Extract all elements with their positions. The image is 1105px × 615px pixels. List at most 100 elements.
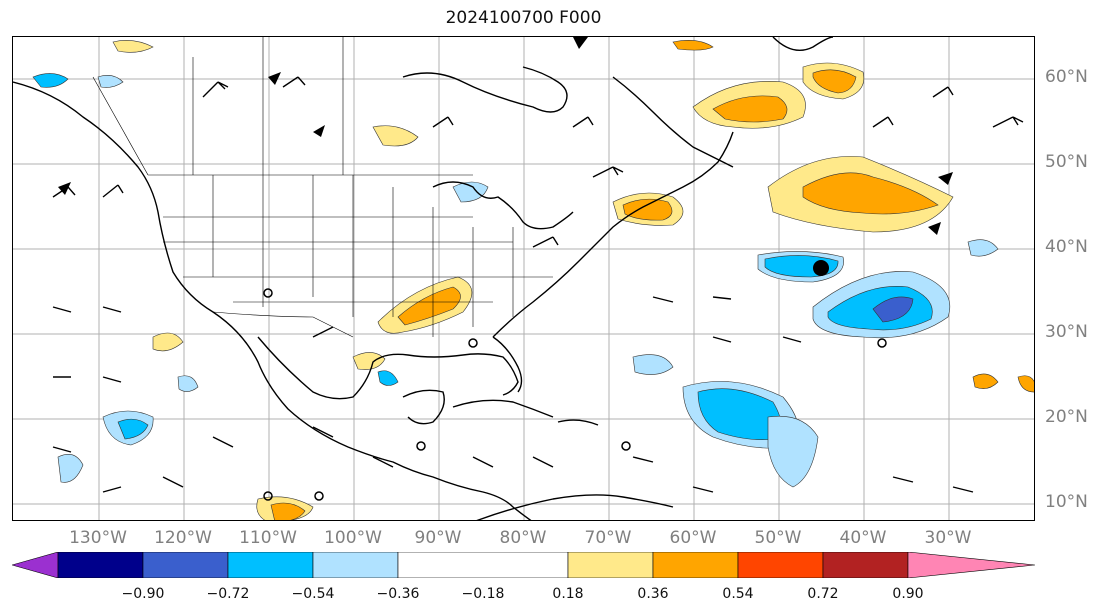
coastline-atlantic: [492, 131, 734, 338]
wind-barb: [572, 116, 594, 128]
coastline-hispaniola: [557, 419, 599, 426]
colorbar-tick-label: −0.54: [291, 586, 335, 602]
wind-barb: [102, 306, 122, 313]
lon-label-100w: 100°W: [324, 528, 382, 548]
calm-circle: [416, 441, 426, 451]
colorbar-tick-label: 0.54: [722, 586, 754, 602]
wind-barb: [712, 336, 732, 343]
wind-barb: [102, 184, 124, 198]
lat-label-60n: 60°N: [1045, 67, 1088, 87]
wind-barb: [282, 76, 306, 88]
wind-barb: [432, 116, 454, 128]
colorbar-tick-label: −0.90: [121, 586, 165, 602]
coastline-florida: [492, 336, 523, 393]
lon-label-50w: 50°W: [754, 528, 802, 548]
coastline-south-america: [476, 494, 674, 520]
colorbar: [10, 551, 1036, 579]
graticule: [13, 37, 1034, 520]
lat-label-10n: 10°N: [1045, 492, 1088, 512]
coastline-greenland: [772, 37, 834, 51]
map-panel: [12, 36, 1035, 521]
wind-barb: [102, 376, 122, 383]
wind-pennants: [58, 37, 953, 235]
colorbar-segment: [822, 551, 909, 579]
lat-label-30n: 30°N: [1045, 322, 1088, 342]
colorbar-svg: [10, 551, 1036, 579]
wind-barb: [782, 336, 802, 343]
wind-pennant: [313, 125, 325, 137]
wind-barb: [952, 486, 974, 493]
storm-center-marker: [813, 260, 829, 276]
wind-barb: [532, 456, 554, 468]
wind-barb: [932, 86, 954, 98]
wind-pennant: [928, 222, 941, 235]
colorbar-tick-label: −0.18: [461, 586, 505, 602]
lon-label-80w: 80°W: [499, 528, 547, 548]
wind-barb: [102, 486, 122, 493]
wind-pennant: [938, 172, 953, 185]
political-boundaries: [92, 37, 553, 338]
colorbar-segment: [567, 551, 654, 579]
coastlines: [13, 37, 834, 520]
colorbar-segment: [142, 551, 229, 579]
calm-circle: [877, 338, 887, 348]
lon-label-40w: 40°W: [839, 528, 887, 548]
colorbar-tick-label: −0.36: [376, 586, 420, 602]
wind-barb: [372, 456, 394, 468]
colorbar-extend-max: [907, 551, 1036, 579]
wind-pennant: [573, 37, 588, 49]
colorbar-segment: [737, 551, 824, 579]
wind-pennant: [268, 72, 281, 85]
wind-barb: [212, 436, 234, 448]
colorbar-segment: [397, 551, 569, 579]
coastline-labrador: [612, 76, 734, 168]
coastline-yucatan: [402, 389, 445, 425]
wind-barb: [892, 476, 914, 483]
wind-barb: [312, 326, 334, 338]
coastline-pacific-west: [13, 81, 532, 520]
wind-pennant: [58, 182, 71, 195]
lat-label-50n: 50°N: [1045, 152, 1088, 172]
lat-label-20n: 20°N: [1045, 407, 1088, 427]
wind-barb: [52, 306, 72, 313]
wind-barb: [312, 426, 334, 438]
wind-barb: [532, 236, 559, 248]
colorbar-tick-label: 0.72: [807, 586, 839, 602]
colorbar-tick-label: −0.72: [206, 586, 250, 602]
wind-barb: [872, 116, 894, 128]
colorbar-segment: [312, 551, 399, 579]
colorbar-segment: [652, 551, 739, 579]
wind-barb: [162, 476, 184, 488]
lon-label-130w: 130°W: [69, 528, 127, 548]
wind-barb: [592, 166, 624, 178]
lon-label-120w: 120°W: [154, 528, 212, 548]
calm-circle: [263, 491, 273, 501]
colorbar-segment: [227, 551, 314, 579]
colorbar-tick-label: 0.36: [637, 586, 669, 602]
calm-circle: [468, 338, 478, 348]
wind-barb: [632, 456, 654, 463]
wind-barb: [202, 81, 229, 98]
colorbar-segment: [57, 551, 144, 579]
colorbar-tick-label: 0.18: [552, 586, 584, 602]
colorbar-tick-label: 0.90: [892, 586, 924, 602]
coastline-hudson-bay: [402, 66, 568, 113]
coastline-cuba: [452, 399, 554, 418]
lon-label-110w: 110°W: [239, 528, 297, 548]
lon-label-90w: 90°W: [414, 528, 462, 548]
wind-barb: [472, 456, 494, 468]
wind-barbs: [52, 76, 1024, 493]
lon-label-60w: 60°W: [669, 528, 717, 548]
wind-barb: [712, 296, 732, 300]
wind-barb: [692, 486, 714, 493]
calm-circle: [263, 288, 273, 298]
map-svg: [13, 37, 1034, 520]
wind-barb: [652, 296, 674, 303]
lon-label-30w: 30°W: [924, 528, 972, 548]
lon-label-70w: 70°W: [584, 528, 632, 548]
map-title: 2024100700 F000: [445, 8, 602, 28]
calm-circle: [314, 491, 324, 501]
colorbar-extend-min: [10, 551, 59, 579]
calm-markers: [263, 288, 887, 501]
coastline-great-lakes: [432, 181, 574, 230]
